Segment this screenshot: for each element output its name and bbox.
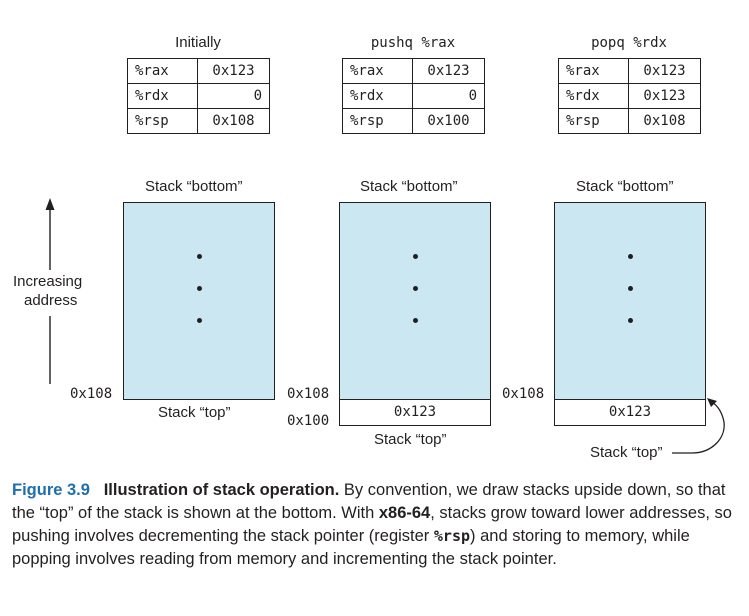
- ellipsis-dot: [197, 254, 202, 259]
- register-name: %rdx: [127, 83, 198, 109]
- panel-pushq-heading: pushq %rax: [370, 35, 456, 51]
- figure-number: Figure 3.9: [12, 481, 90, 499]
- register-name: %rax: [342, 58, 413, 84]
- ellipsis-dot: [413, 254, 418, 259]
- address-0x108: 0x108: [70, 386, 113, 402]
- register-value: 0x108: [197, 108, 270, 134]
- register-name: %rsp: [342, 108, 413, 134]
- caption-text-2: , stacks grow toward lower addresses, so…: [12, 504, 732, 545]
- ellipsis-dot: [197, 318, 202, 323]
- address-0x108: 0x108: [502, 386, 545, 402]
- register-value: 0x123: [197, 58, 270, 84]
- ellipsis-dot: [413, 286, 418, 291]
- figure-title: Illustration of stack operation.: [103, 481, 340, 499]
- table-row: %rdx 0: [127, 83, 270, 109]
- register-value: 0x123: [628, 83, 701, 109]
- caption-arch: x86-64: [378, 504, 431, 522]
- table-row: %rax 0x123: [127, 58, 270, 84]
- register-name: %rax: [558, 58, 629, 84]
- register-table-popq: %rax 0x123 %rdx 0x123 %rsp 0x108: [558, 58, 701, 134]
- stack-slot-pushed: 0x123: [339, 399, 491, 426]
- register-value: 0: [197, 83, 270, 109]
- stack-top-label: Stack “top”: [374, 431, 447, 448]
- address-0x108: 0x108: [287, 386, 330, 402]
- stack-region-pushq: [339, 202, 491, 400]
- ellipsis-dot: [628, 318, 633, 323]
- register-value: 0x108: [628, 108, 701, 134]
- table-row: %rsp 0x108: [127, 108, 270, 134]
- stack-region-initially: [123, 202, 275, 400]
- axis-label-line2: address: [24, 292, 78, 309]
- register-table-pushq: %rax 0x123 %rdx 0 %rsp 0x100: [342, 58, 485, 134]
- stack-top-pointer-arrow: [672, 398, 725, 454]
- table-row: %rdx 0x123: [558, 83, 701, 109]
- axis-label-mask: [0, 270, 102, 316]
- stack-slot-popped: 0x123: [554, 399, 706, 426]
- register-table-initially: %rax 0x123 %rdx 0 %rsp 0x108: [127, 58, 270, 134]
- panel-initially-heading: Initially: [175, 34, 221, 51]
- register-name: %rsp: [558, 108, 629, 134]
- register-value: 0x123: [628, 58, 701, 84]
- stack-region-popq: [554, 202, 706, 400]
- register-value: 0x123: [412, 58, 485, 84]
- ellipsis-dot: [413, 318, 418, 323]
- table-row: %rsp 0x100: [342, 108, 485, 134]
- ellipsis-dot: [628, 286, 633, 291]
- axis-label-line1: Increasing: [13, 273, 83, 290]
- register-name: %rax: [127, 58, 198, 84]
- table-row: %rax 0x123: [342, 58, 485, 84]
- stack-top-label: Stack “top”: [590, 444, 663, 461]
- address-0x100: 0x100: [287, 413, 330, 429]
- register-value: 0: [412, 83, 485, 109]
- figure-caption: Figure 3.9 Illustration of stack operati…: [12, 479, 736, 571]
- stack-top-label: Stack “top”: [158, 404, 231, 421]
- ellipsis-dot: [197, 286, 202, 291]
- stack-bottom-label: Stack “bottom”: [145, 178, 243, 195]
- ellipsis-dot: [628, 254, 633, 259]
- caption-text-3: ) and storing to memory, while popping i…: [12, 527, 690, 568]
- register-value: 0x100: [412, 108, 485, 134]
- table-row: %rdx 0: [342, 83, 485, 109]
- register-name: %rdx: [342, 83, 413, 109]
- register-name: %rsp: [127, 108, 198, 134]
- table-row: %rax 0x123: [558, 58, 701, 84]
- panel-popq-heading: popq %rdx: [591, 35, 667, 51]
- stack-bottom-label: Stack “bottom”: [576, 178, 674, 195]
- table-row: %rsp 0x108: [558, 108, 701, 134]
- stack-bottom-label: Stack “bottom”: [360, 178, 458, 195]
- register-name: %rdx: [558, 83, 629, 109]
- caption-register: %rsp: [433, 527, 471, 545]
- caption-text-1: By convention, we draw stacks upside dow…: [12, 481, 726, 522]
